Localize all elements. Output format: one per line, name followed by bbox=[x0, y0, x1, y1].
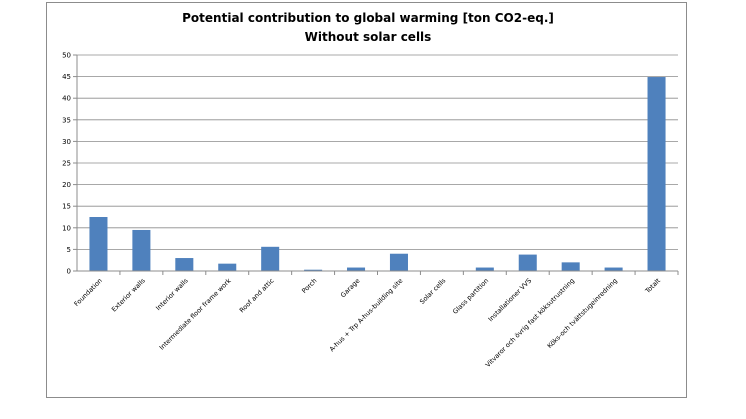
bar-3 bbox=[218, 263, 237, 271]
bar-1 bbox=[132, 229, 151, 271]
bar-0 bbox=[89, 217, 108, 271]
bar-5 bbox=[304, 269, 323, 271]
x-category-label: Totalt bbox=[643, 276, 662, 295]
bars bbox=[89, 77, 666, 271]
y-tick-label: 35 bbox=[62, 116, 71, 124]
x-category-label: A-hus + Trp A-hus-building site bbox=[328, 277, 405, 354]
y-tick-label: 50 bbox=[62, 52, 71, 60]
bar-6 bbox=[347, 267, 366, 271]
y-tick-label: 25 bbox=[62, 160, 71, 168]
bar-12 bbox=[604, 267, 623, 271]
x-category-label: Solar cells bbox=[418, 276, 448, 306]
x-category-label: Köks-och tvättstugeinredning bbox=[546, 277, 619, 350]
x-category-label: Garage bbox=[339, 277, 361, 299]
x-category-label: Roof and attic bbox=[238, 276, 276, 314]
bar-9 bbox=[475, 267, 494, 271]
chart-title-line1: Potential contribution to global warming… bbox=[182, 11, 554, 25]
x-category-label: Interior walls bbox=[154, 276, 190, 312]
y-tick-label: 10 bbox=[62, 224, 71, 232]
y-tick-label: 40 bbox=[62, 95, 71, 103]
bar-13 bbox=[647, 77, 666, 271]
bar-2 bbox=[175, 258, 194, 271]
x-category-label: Foundation bbox=[73, 277, 104, 308]
y-tick-label: 45 bbox=[62, 73, 71, 81]
bar-chart: Potential contribution to global warming… bbox=[62, 11, 679, 369]
chart-title-line2: Without solar cells bbox=[305, 30, 432, 44]
x-category-label: Vitvaror och övrig fast köksutrustning bbox=[484, 277, 576, 369]
x-category-label: Intermediate floor frame work bbox=[158, 277, 233, 352]
bar-10 bbox=[518, 254, 537, 271]
bar-11 bbox=[561, 262, 580, 271]
x-axis-labels: Foundation Exterior walls Interior wallsIn… bbox=[73, 276, 663, 369]
axes bbox=[76, 55, 679, 275]
y-tick-label: 0 bbox=[67, 268, 71, 276]
bar-7 bbox=[389, 253, 408, 271]
y-tick-label: 30 bbox=[62, 138, 71, 146]
chart-frame: Potential contribution to global warming… bbox=[46, 2, 687, 398]
x-category-label: Installationer VVS bbox=[487, 277, 534, 324]
gridlines bbox=[77, 54, 678, 250]
x-category-label: Exterior walls bbox=[110, 276, 147, 313]
y-tick-label: 20 bbox=[62, 181, 71, 189]
y-axis-ticks: 0 5 10 15 20 25 30 35 40 45 50 bbox=[62, 52, 77, 276]
bar-4 bbox=[261, 246, 280, 271]
y-tick-label: 5 bbox=[67, 246, 71, 254]
x-category-label: Porch bbox=[300, 277, 318, 295]
y-tick-label: 15 bbox=[62, 203, 71, 211]
x-category-label: Glass partition bbox=[451, 277, 490, 316]
